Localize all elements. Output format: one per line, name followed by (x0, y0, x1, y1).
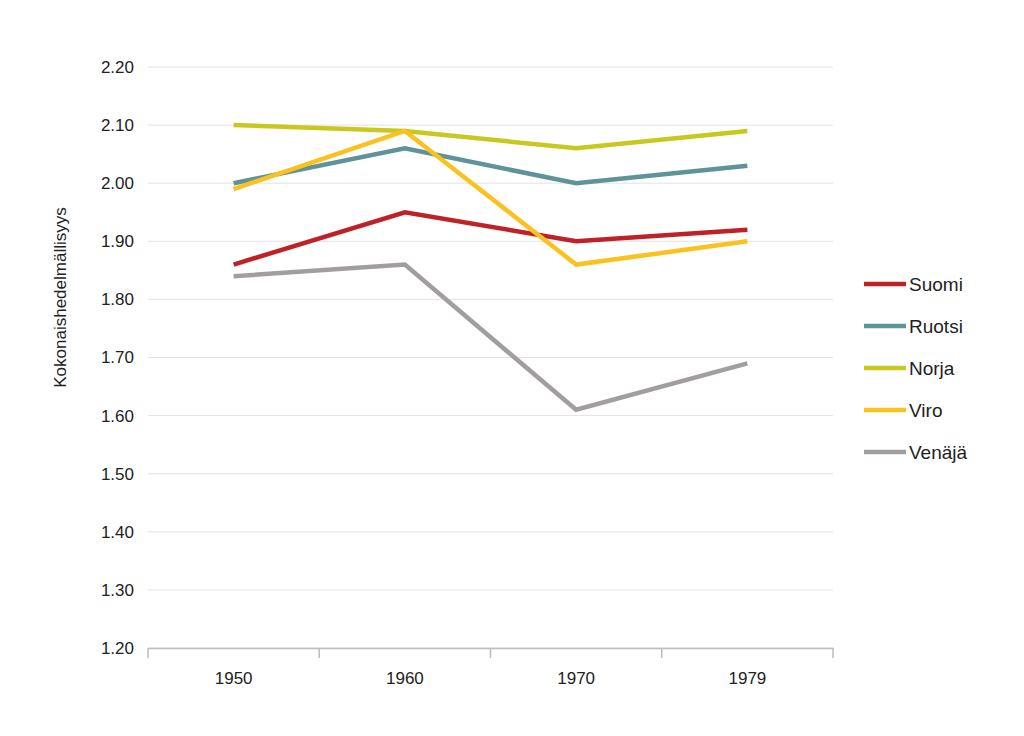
grid-line (148, 299, 833, 300)
y-tick-label: 1.50 (101, 465, 134, 484)
x-boundary-mark (832, 648, 834, 658)
y-tick: 2.00 (101, 174, 148, 193)
y-tick-label: 2.20 (101, 58, 134, 77)
grid (148, 67, 833, 648)
y-tick: 1.50 (101, 465, 148, 484)
legend: Suomi Ruotsi Norja Viro Venäjä (864, 274, 968, 463)
legend-swatch (864, 408, 906, 413)
legend-swatch (864, 450, 906, 455)
y-tick: 2.20 (101, 58, 148, 77)
grid-line (148, 473, 833, 474)
plot: 1.20 1.30 1.40 1.50 1.60 1.70 1.80 1.90 2.00 2.10… (101, 58, 834, 688)
y-tick-label: 1.40 (101, 523, 134, 542)
x-boundary-mark (319, 648, 321, 658)
x-tick-label: 1970 (557, 669, 595, 688)
grid-line (148, 531, 833, 532)
x-tick-label: 1960 (386, 669, 424, 688)
y-tick-label: 1.60 (101, 407, 134, 426)
legend-item: Viro (864, 400, 942, 421)
x-boundaries (148, 648, 833, 658)
x-tick: 1979 (728, 648, 766, 688)
y-axis-title: Kokonaishedelmällisyys (51, 207, 70, 387)
grid-line (148, 415, 833, 416)
y-tick-label: 1.80 (101, 290, 134, 309)
legend-label: Venäjä (909, 442, 968, 463)
x-tick: 1960 (386, 648, 424, 688)
grid-line (148, 67, 833, 68)
y-axis-line (148, 68, 149, 649)
legend-label: Norja (909, 358, 955, 379)
legend-item: Ruotsi (864, 316, 963, 337)
series-line (234, 125, 748, 148)
series-line (234, 265, 748, 410)
series-line (234, 212, 748, 264)
y-tick: 1.20 (101, 639, 148, 658)
y-tick-label: 1.20 (101, 639, 134, 658)
legend-label: Suomi (909, 274, 963, 295)
x-tick: 1970 (557, 648, 595, 688)
legend-swatch (864, 366, 906, 371)
legend-item: Venäjä (864, 442, 968, 463)
grid-line (148, 589, 833, 590)
chart: 1.20 1.30 1.40 1.50 1.60 1.70 1.80 1.90 2.00 2.10… (0, 0, 1024, 736)
y-tick: 1.90 (101, 232, 148, 251)
y-tick: 1.30 (101, 581, 148, 600)
x-tick: 1950 (215, 648, 253, 688)
legend-swatch (864, 282, 906, 287)
x-axis: 1950 1960 1970 1979 (148, 648, 834, 688)
series-line (234, 148, 748, 183)
series-line (234, 131, 748, 265)
y-tick: 2.10 (101, 116, 148, 135)
y-tick: 1.70 (101, 348, 148, 367)
x-tick-label: 1979 (728, 669, 766, 688)
x-boundary-mark (490, 648, 492, 658)
legend-item: Norja (864, 358, 955, 379)
x-boundary-mark (147, 648, 149, 658)
legend-swatch (864, 324, 906, 329)
series-lines (234, 125, 748, 410)
y-tick: 1.60 (101, 407, 148, 426)
x-boundary-mark (661, 648, 663, 658)
y-tick-label: 2.00 (101, 174, 134, 193)
y-axis: 1.20 1.30 1.40 1.50 1.60 1.70 1.80 1.90 2.00 2.10… (101, 58, 149, 658)
y-tick-label: 1.70 (101, 348, 134, 367)
legend-label: Viro (909, 400, 942, 421)
y-tick: 1.40 (101, 523, 148, 542)
grid-line (148, 357, 833, 358)
y-tick: 1.80 (101, 290, 148, 309)
legend-item: Suomi (864, 274, 963, 295)
y-tick-label: 1.30 (101, 581, 134, 600)
y-tick-label: 1.90 (101, 232, 134, 251)
legend-label: Ruotsi (909, 316, 963, 337)
x-tick-label: 1950 (215, 669, 253, 688)
y-tick-label: 2.10 (101, 116, 134, 135)
